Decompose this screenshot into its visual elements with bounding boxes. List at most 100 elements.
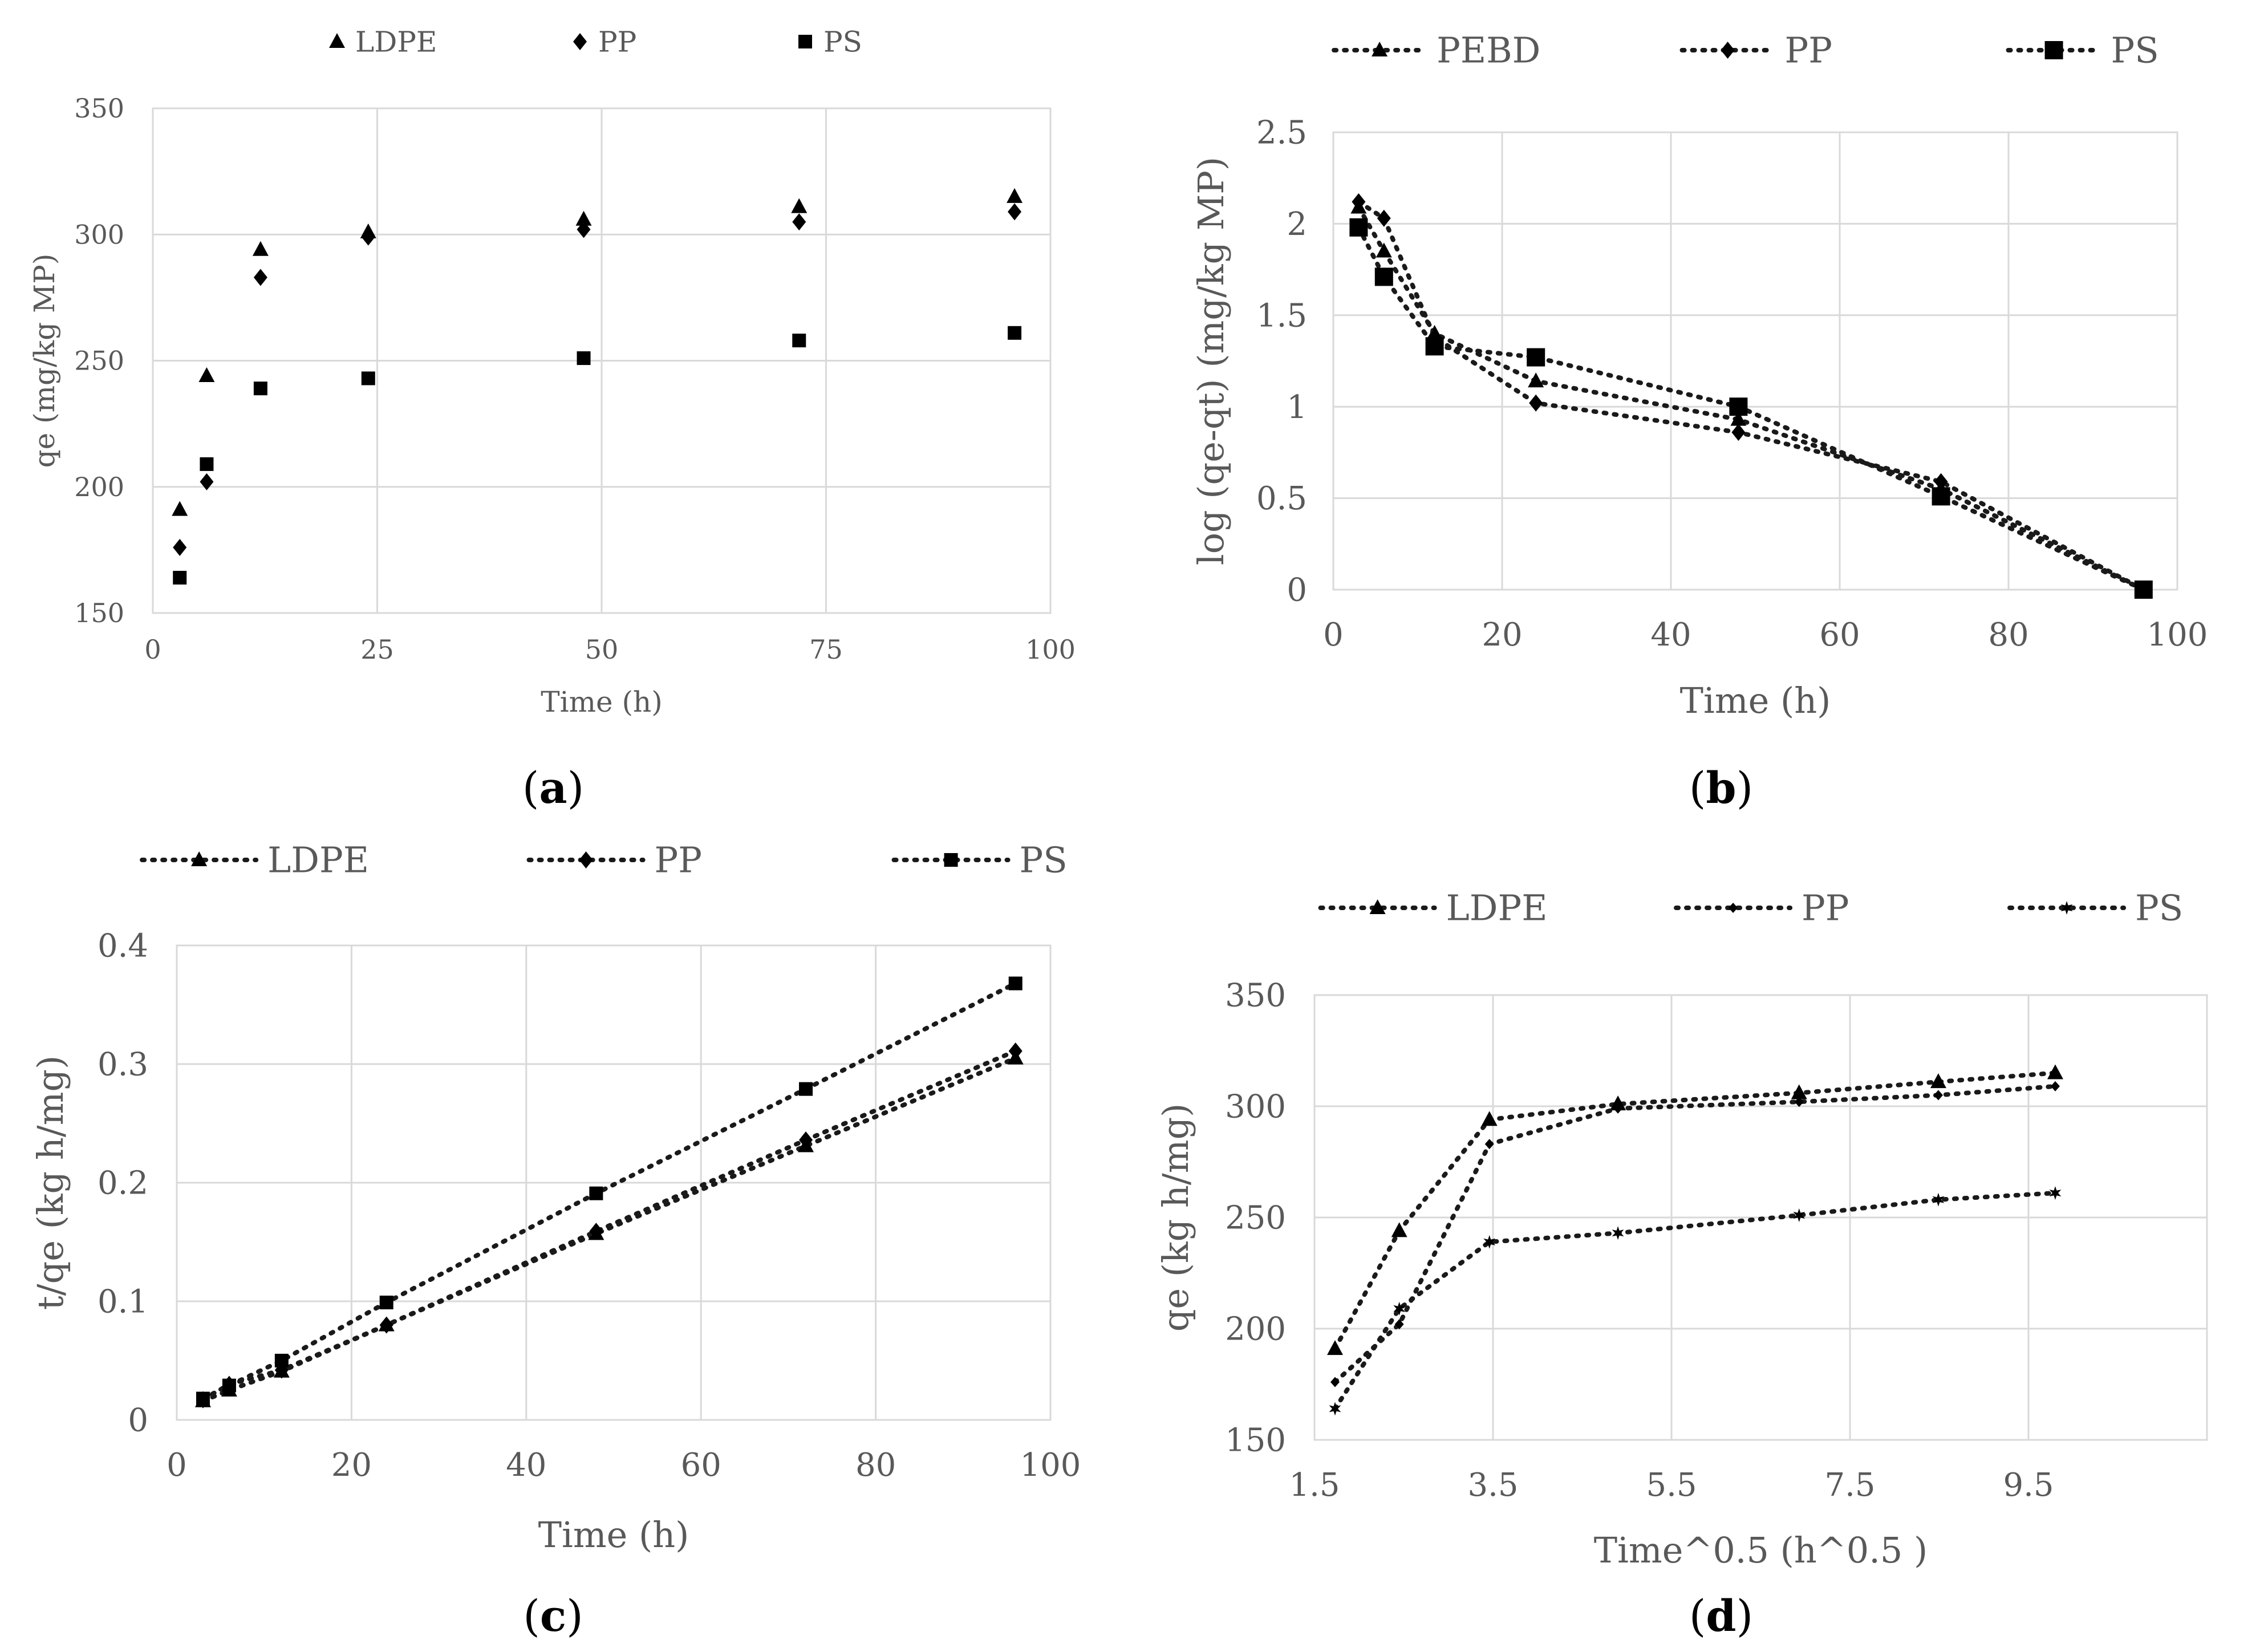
plot-frame: [176, 944, 1052, 1421]
legend-label: PEBD: [1437, 30, 1540, 71]
series-pp: [196, 1042, 1023, 1409]
legend-label: LDPE: [355, 26, 437, 59]
legend-item-pp: PP: [526, 839, 702, 881]
legend: LDPE PP PS: [1318, 887, 2183, 929]
series-ldpe: [172, 188, 1023, 516]
data-point: [196, 1391, 210, 1406]
legend: LDPE PP PS: [140, 839, 1068, 881]
data-point: [1425, 337, 1444, 356]
chart-a: 0 25 50 75 100 150 200 250 300 350 Time (h) qe (mg/…: [28, 26, 1076, 719]
legend-label: PP: [1802, 887, 1849, 929]
legend-marker: [944, 853, 958, 867]
x-tick-label: 20: [1482, 616, 1522, 654]
data-point: [222, 1378, 236, 1393]
y-axis-title: t/qe (kg h/mg): [30, 1056, 71, 1310]
legend-label: PS: [2111, 30, 2159, 71]
y-tick-label: 1: [1287, 389, 1307, 426]
x-tick-label: 50: [585, 634, 619, 665]
data-point: [361, 371, 375, 385]
x-tick-label: 0: [144, 634, 161, 665]
series-line: [200, 981, 1018, 1401]
legend-marker: [1729, 903, 1738, 913]
y-axis-title: log (qe-qt) (mg/kg MP): [1190, 157, 1232, 565]
data-point: [577, 221, 591, 238]
x-tick-label: 100: [1020, 1447, 1081, 1484]
data-point: [1330, 1377, 1340, 1387]
x-tick-label: 80: [855, 1447, 896, 1484]
series-line: [1356, 225, 2146, 592]
x-tick-label: 100: [1025, 634, 1076, 665]
legend-label: LDPE: [267, 839, 369, 881]
data-point: [253, 381, 267, 396]
x-axis-title: Time (h): [1680, 680, 1831, 721]
data-point: [379, 1296, 393, 1310]
legend-item-pebd: PEBD: [1332, 30, 1540, 71]
data-point: [1352, 193, 1366, 210]
series-line: [1332, 1191, 2058, 1411]
legend: LDPE PP PS: [329, 26, 862, 59]
data-point: [1393, 1301, 1406, 1316]
data-point: [1729, 397, 1748, 416]
y-tick-label: 0: [1287, 572, 1307, 609]
plot-frame: [152, 107, 1052, 614]
data-point: [1391, 1222, 1407, 1237]
y-tick-label: 2: [1287, 206, 1307, 243]
series-ps: [1349, 218, 2153, 599]
data-point: [173, 538, 187, 556]
x-tick-label: 7.5: [1824, 1467, 1875, 1504]
data-point: [1528, 372, 1544, 388]
y-tick-label: 250: [74, 346, 124, 376]
x-tick-label: 75: [809, 634, 843, 665]
legend-label: PS: [2135, 887, 2183, 929]
series-line: [1356, 205, 2146, 592]
data-point: [2047, 1064, 2063, 1079]
x-axis-title: Time (h): [541, 685, 662, 719]
x-tick-label: 3.5: [1467, 1467, 1518, 1504]
data-point: [361, 228, 375, 246]
legend-label: PS: [823, 26, 862, 59]
plot-frame: [1332, 131, 2178, 591]
legend-marker: [1721, 42, 1735, 59]
chart-b: 0 20 40 60 80 100 0 0.5 1 1.5 2 2.5 Time (h) log (qe-…: [1190, 30, 2208, 721]
legend-item-pp: PP: [573, 26, 636, 59]
data-point: [1932, 487, 1950, 506]
data-point: [1613, 1103, 1623, 1114]
series-pp: [1330, 1081, 2060, 1387]
data-point: [1483, 1235, 1496, 1249]
data-point: [589, 1186, 603, 1200]
x-tick-label: 9.5: [2003, 1467, 2054, 1504]
data-point: [1610, 1095, 1626, 1111]
legend-marker: [329, 33, 345, 48]
y-tick-label: 350: [74, 93, 124, 124]
legend-item-ldpe: LDPE: [1318, 887, 1547, 929]
legend-marker: [191, 851, 208, 866]
legend-item-ps: PS: [891, 839, 1068, 881]
data-point: [575, 210, 592, 226]
x-tick-label: 20: [331, 1447, 372, 1484]
gridlines: [152, 107, 1052, 614]
series-ps: [1329, 1186, 2062, 1416]
legend-item-pp: PP: [1679, 30, 1832, 71]
x-tick-label: 1.5: [1289, 1467, 1340, 1504]
y-tick-label: 200: [1225, 1311, 1286, 1348]
caption-a: (a): [522, 762, 585, 813]
data-point: [1008, 203, 1022, 221]
data-point: [1008, 976, 1023, 991]
data-point: [791, 198, 808, 213]
legend-label: PS: [1020, 839, 1068, 881]
legend-item-ps: PS: [2006, 30, 2159, 71]
data-point: [577, 351, 591, 366]
data-point: [200, 457, 214, 471]
data-point: [1731, 424, 1746, 441]
data-point: [1394, 1319, 1404, 1330]
legend-marker: [1372, 42, 1388, 56]
y-tick-label: 2.5: [1256, 115, 1307, 152]
x-tick-label: 100: [2147, 616, 2208, 654]
data-point: [2134, 581, 2153, 599]
legend-label: PP: [1785, 30, 1832, 71]
x-tick-label: 40: [506, 1447, 546, 1484]
legend-marker: [579, 851, 593, 868]
x-tick-label: 5.5: [1646, 1467, 1697, 1504]
gridlines: [1332, 131, 2178, 591]
